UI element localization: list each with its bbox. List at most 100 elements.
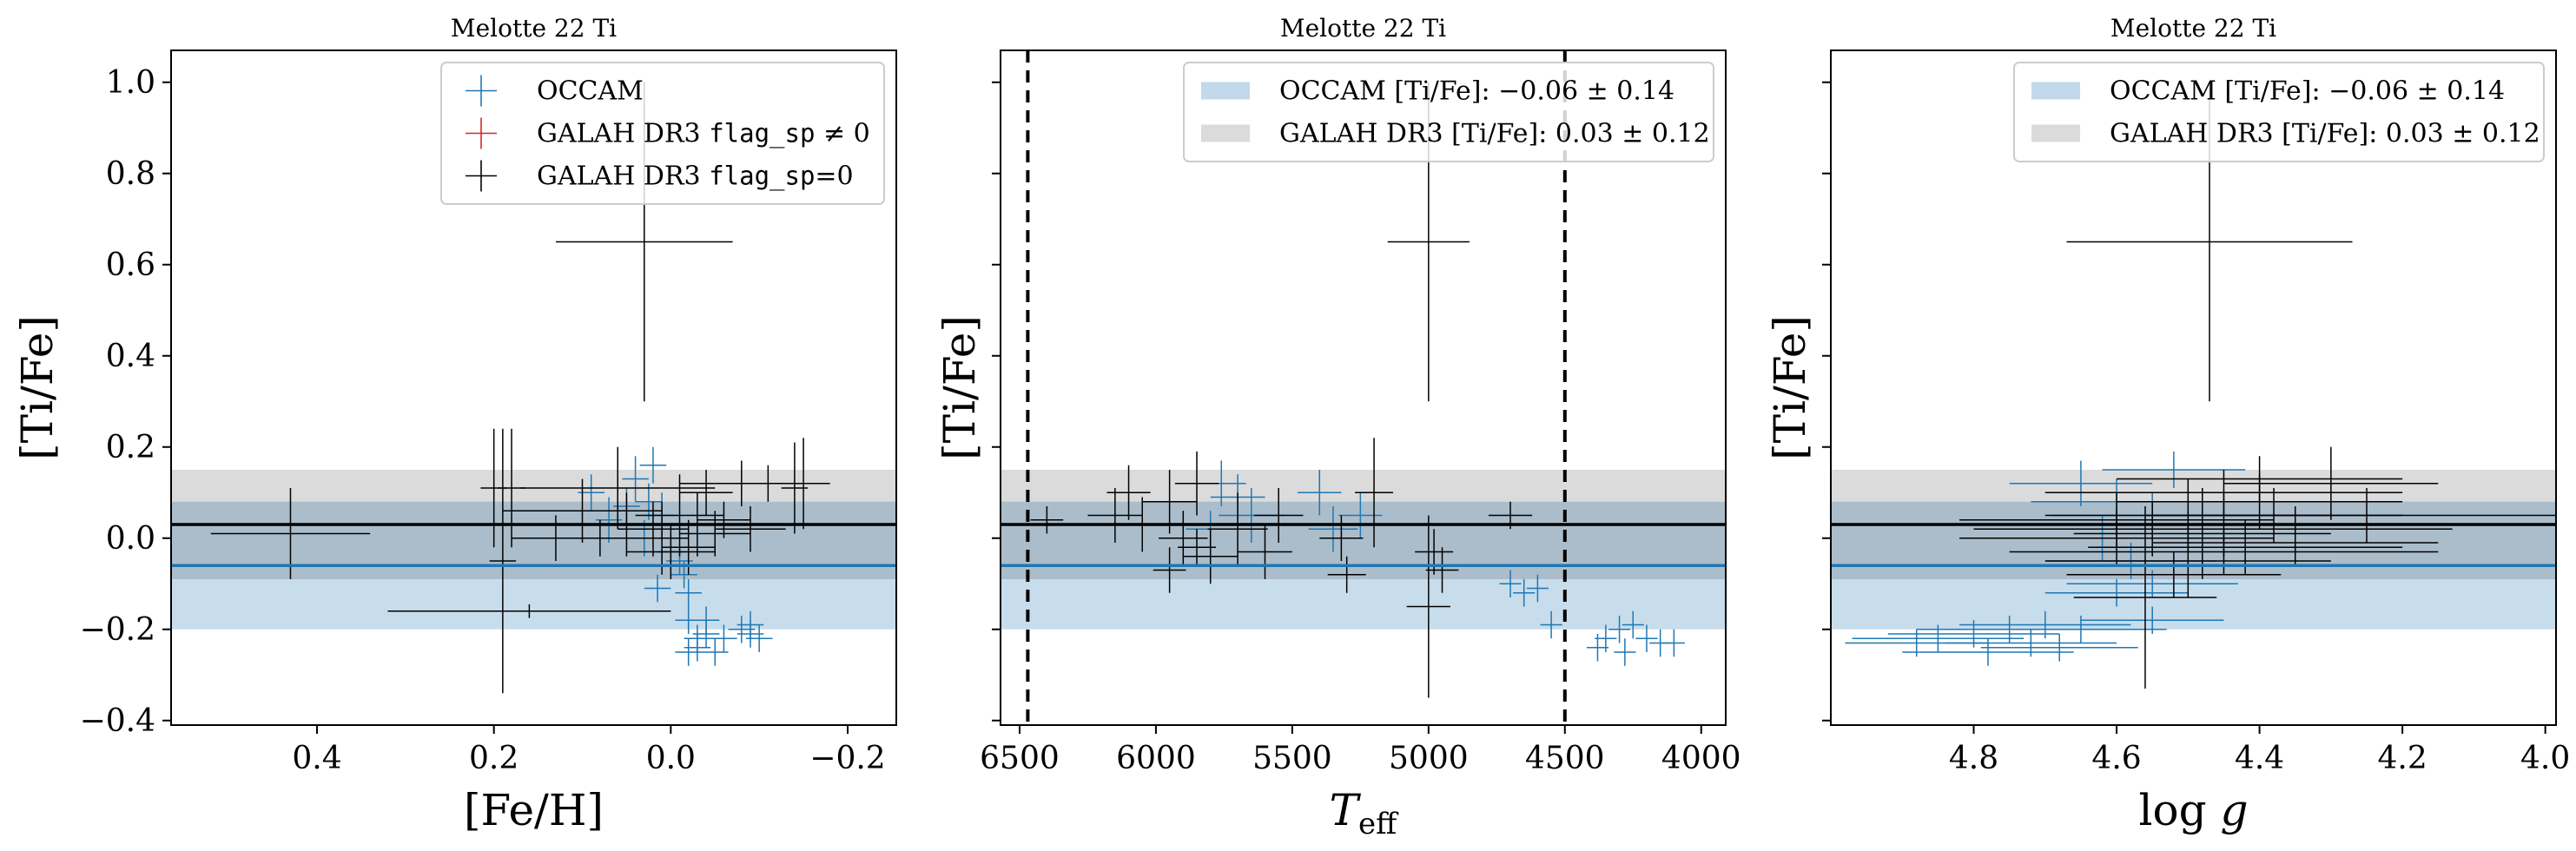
legend-label: OCCAM [Ti/Fe]: −0.06 ± 0.14	[2110, 76, 2505, 107]
chart-title: Melotte 22 Ti	[1280, 14, 1446, 43]
data-point	[2152, 519, 2439, 566]
x-axis-label: [Fe/H]	[464, 785, 604, 835]
y-tick-label: 0.4	[106, 339, 155, 374]
x-tick-label: −0.2	[809, 741, 885, 776]
legend-box	[2013, 62, 2545, 162]
legend-label: GALAH DR3 flag_sp=0	[537, 162, 854, 192]
legend-entry: GALAH DR3 [Ti/Fe]: 0.03 ± 0.12	[2031, 119, 2540, 149]
legend-swatch	[2031, 82, 2080, 100]
data-point	[2044, 579, 2189, 607]
legend-text: GALAH DR3	[537, 162, 709, 192]
x-tick-label: 0.4	[292, 741, 341, 776]
data-point	[1207, 492, 1268, 566]
data-point	[1183, 529, 1238, 584]
data-point	[2152, 488, 2556, 543]
legend-swatch	[2031, 124, 2080, 142]
legend-entry: OCCAM	[466, 75, 644, 107]
legend-flag: flag_sp	[709, 162, 815, 192]
x-tick-label: 4000	[1661, 741, 1741, 776]
legend-text: GALAH DR3 [Ti/Fe]: 0.03 ± 0.12	[2110, 119, 2540, 149]
data-point	[1253, 488, 1304, 543]
data-point	[644, 574, 671, 603]
data-point	[1153, 547, 1186, 593]
axes-frame	[1000, 49, 1727, 726]
data-point	[1540, 610, 1562, 639]
data-point	[679, 470, 733, 516]
data-point	[2117, 456, 2403, 502]
chart-title: Melotte 22 Ti	[451, 14, 617, 43]
data-point	[1174, 452, 1219, 516]
data-point	[692, 606, 720, 634]
legend-box	[1183, 62, 1714, 162]
legend-entry: GALAH DR3 flag_sp ≠ 0	[466, 117, 870, 149]
data-point	[1238, 524, 1292, 579]
data-point	[675, 579, 702, 607]
data-point	[2044, 524, 2331, 597]
y-tick-label: 0.2	[106, 430, 155, 465]
data-point	[1298, 470, 1342, 516]
data-point	[635, 474, 724, 557]
legend-text: OCCAM [Ti/Fe]: −0.06 ± 0.14	[2110, 76, 2505, 107]
data-point	[745, 624, 773, 652]
legend-entry: GALAH DR3 [Ti/Fe]: 0.03 ± 0.12	[1201, 119, 1710, 149]
data-point	[1959, 492, 2275, 548]
axes-frame	[1830, 49, 2557, 726]
data-point	[520, 446, 716, 530]
y-tick-label: 0.0	[106, 521, 155, 557]
legend-text: OCCAM [Ti/Fe]: −0.06 ± 0.14	[1279, 76, 1674, 107]
data-point	[1106, 465, 1151, 520]
data-point	[1513, 579, 1536, 607]
data-point	[489, 428, 517, 694]
data-point	[675, 638, 702, 666]
data-point	[1425, 547, 1459, 593]
data-point	[1499, 570, 1522, 597]
legend-entry: GALAH DR3 flag_sp=0	[466, 160, 854, 192]
legend-text: GALAH DR3 [Ti/Fe]: 0.03 ± 0.12	[1279, 119, 1710, 149]
data-point	[1087, 488, 1143, 543]
data-point	[1327, 556, 1366, 593]
chart-title: Melotte 22 Ti	[2110, 14, 2276, 43]
x-axis-label: Teff	[1330, 785, 1399, 841]
data-point	[1614, 638, 1636, 666]
legend-suffix: ≠ 0	[815, 119, 869, 149]
y-tick-label: 0.8	[106, 156, 155, 192]
x-tick-label: 5000	[1389, 741, 1469, 776]
data-point	[626, 524, 716, 579]
x-tick-label: 0.0	[646, 741, 696, 776]
y-tick-label: 1.0	[106, 65, 155, 101]
data-point	[1980, 634, 2138, 662]
data-point	[710, 624, 737, 652]
data-point	[1635, 624, 1658, 652]
legend-label: GALAH DR3 [Ti/Fe]: 0.03 ± 0.12	[1279, 119, 1710, 149]
data-point	[679, 511, 750, 557]
data-point	[480, 428, 507, 548]
legend-label: GALAH DR3 [Ti/Fe]: 0.03 ± 0.12	[2110, 119, 2540, 149]
x-tick-label: 4.8	[1949, 741, 1998, 776]
x-tick-label: 5500	[1252, 741, 1332, 776]
panel-logg: 4.8 4.6 4.4 4.2 4.0 Melotte 22 Ti log g [Ti/Fe]…	[1765, 14, 2570, 835]
y-axis-label: [Ti/Fe]	[1765, 315, 1815, 460]
data-point	[1030, 506, 1064, 534]
data-point	[1852, 624, 2024, 652]
legend-flag: flag_sp	[709, 119, 815, 149]
x-tick-label: 4500	[1525, 741, 1605, 776]
data-point	[639, 446, 667, 484]
legend: OCCAM [Ti/Fe]: −0.06 ± 0.14 GALAH DR3 [Ti…	[2013, 62, 2545, 162]
data-point	[1608, 616, 1631, 643]
data-point	[2066, 551, 2282, 597]
data-point	[2044, 470, 2403, 516]
plot-area	[1001, 50, 1726, 725]
legend-label: OCCAM [Ti/Fe]: −0.06 ± 0.14	[1279, 76, 1674, 107]
panel-teff: 6500 6000 5500 5000 4500 4000 Melotte 22 Ti Tef…	[935, 14, 1741, 841]
data-point	[1662, 629, 1685, 657]
data-point	[2009, 460, 2153, 506]
x-tick-label: 0.2	[469, 741, 519, 776]
plot-area	[1831, 82, 2556, 689]
data-point	[1406, 515, 1450, 698]
legend-label: OCCAM	[537, 76, 644, 107]
data-point	[502, 478, 663, 543]
data-point	[1355, 438, 1394, 548]
x-tick-label: 6500	[980, 741, 1060, 776]
data-point	[1178, 529, 1216, 566]
